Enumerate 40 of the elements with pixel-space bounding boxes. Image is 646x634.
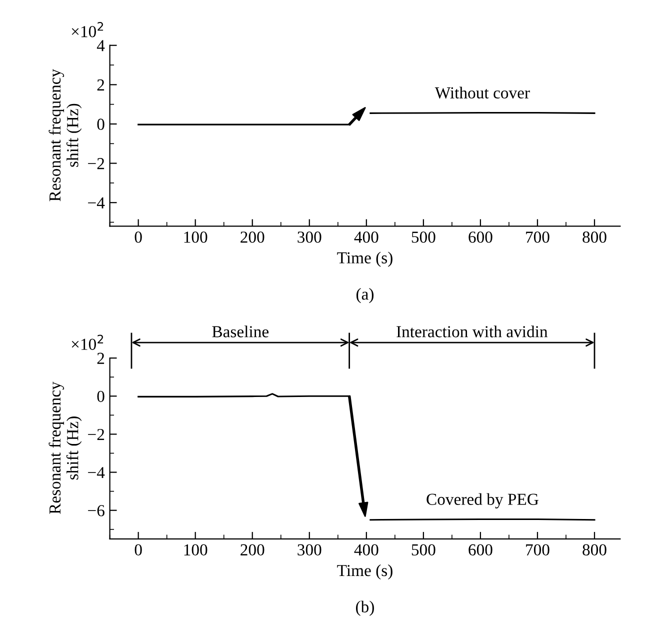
text: Baseline <box>212 326 269 338</box>
x-tick-label: 500 <box>412 544 436 556</box>
x-tick-label: 100 <box>184 544 208 556</box>
x-tick-label: 400 <box>354 544 378 556</box>
text: ×10$^{2}$ <box>72 22 104 38</box>
y-tick-label: 4 <box>96 40 105 52</box>
y-tick-label: −2 <box>88 158 104 170</box>
x-tick-label: 0 <box>134 232 142 243</box>
text: ×10$^{2}$ <box>72 334 104 350</box>
x-axis-title: Time (s) <box>337 564 392 580</box>
x-tick-label: 800 <box>582 544 606 556</box>
x-axis-title: Time (s) <box>337 252 392 267</box>
y-tick-label: 2 <box>97 352 104 364</box>
text: (a) <box>356 288 374 304</box>
y-axis-title: Resonant frequency shift (Hz) <box>48 68 82 202</box>
y-tick-label: −4 <box>88 467 105 478</box>
x-tick-label: 800 <box>582 232 606 243</box>
x-tick-label: 600 <box>468 544 492 556</box>
x-tick-label: 700 <box>526 232 550 243</box>
x-tick-label: 100 <box>184 232 208 243</box>
x-tick-label: 200 <box>240 232 264 243</box>
annotation: Covered by PEG <box>426 493 538 508</box>
x-tick-label: 600 <box>468 232 492 243</box>
y-tick-label: −4 <box>88 197 105 208</box>
y-tick-label: 0 <box>97 390 104 402</box>
text: (b) <box>356 600 374 616</box>
x-tick-label: 200 <box>240 544 264 556</box>
annotation: Without cover <box>434 86 530 99</box>
y-tick-label: −2 <box>88 428 104 440</box>
x-tick-label: 500 <box>412 232 436 243</box>
x-tick-label: 400 <box>354 232 378 243</box>
y-tick-label: −6 <box>88 505 104 516</box>
x-tick-label: 700 <box>526 544 550 556</box>
text: Interaction with avidin <box>396 326 548 338</box>
x-tick-label: 300 <box>298 232 322 243</box>
x-tick-label: 0 <box>134 544 142 556</box>
y-tick-label: 2 <box>97 79 104 90</box>
y-axis-title: Resonant frequency shift (Hz) <box>48 382 82 514</box>
x-tick-label: 300 <box>298 544 322 556</box>
y-tick-label: 0 <box>97 118 104 130</box>
